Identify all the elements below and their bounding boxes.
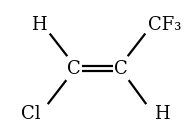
Text: H: H xyxy=(31,16,47,34)
Text: CF₃: CF₃ xyxy=(148,16,182,34)
Text: C: C xyxy=(114,59,128,78)
Text: Cl: Cl xyxy=(21,105,41,123)
Text: H: H xyxy=(154,105,170,123)
Text: C: C xyxy=(67,59,81,78)
